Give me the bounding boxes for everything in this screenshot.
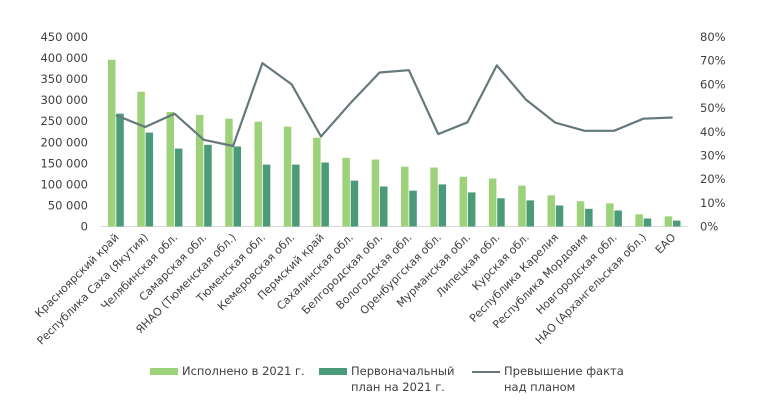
y-tick-label: 300 000: [40, 93, 88, 107]
bar: [145, 132, 154, 227]
bar: [430, 167, 438, 227]
bar: [606, 203, 614, 227]
left-y-axis: 0 50 000 100 000 150 000 200 000 250 000 300 0…: [40, 30, 88, 234]
y-tick-label: 350 000: [40, 72, 88, 86]
bar: [195, 114, 204, 227]
y2-tick-label: 20%: [700, 172, 726, 186]
y-tick-label: 400 000: [40, 51, 88, 65]
y-tick-label: 200 000: [40, 135, 88, 149]
bar: [108, 59, 116, 227]
bar: [664, 216, 673, 227]
legend-swatch-excess: [472, 371, 500, 373]
bar: [283, 126, 292, 227]
bar: [174, 148, 183, 227]
bar: [204, 144, 212, 227]
bar: [292, 164, 300, 227]
bar: [526, 200, 534, 227]
y2-tick-label: 80%: [700, 30, 726, 44]
bar: [321, 162, 329, 227]
legend-label-actual: Исполнено в 2021 г.: [182, 364, 305, 378]
y-tick-label: 150 000: [40, 156, 88, 170]
bar: [518, 185, 526, 227]
bar-series: [108, 59, 681, 227]
y-tick-label: 250 000: [40, 114, 88, 128]
x-tick-label: Республика Саха (Якутия): [34, 231, 150, 347]
bar: [254, 121, 262, 227]
bar: [497, 198, 505, 227]
bar: [673, 220, 681, 227]
bar: [233, 146, 241, 227]
bar: [555, 205, 564, 227]
y2-tick-label: 50%: [700, 101, 726, 115]
bar: [547, 195, 555, 227]
bar: [585, 208, 593, 227]
bar: [576, 201, 585, 227]
y-tick-label: 450 000: [40, 30, 88, 44]
legend-item-plan: Первоначальный план на 2021 г.: [319, 363, 454, 395]
legend-label-plan: Первоначальный план на 2021 г.: [351, 364, 455, 394]
bar: [438, 184, 447, 227]
legend-item-excess: Превышение факта над планом: [472, 363, 624, 395]
bar: [116, 113, 124, 227]
bar: [401, 166, 409, 227]
y2-tick-label: 70%: [700, 54, 726, 68]
bar: [409, 190, 417, 227]
y2-tick-label: 10%: [700, 196, 726, 210]
bar: [371, 159, 380, 227]
legend: Исполнено в 2021 г. Первоначальный план …: [150, 363, 650, 403]
bar: [635, 214, 643, 227]
y2-tick-label: 60%: [700, 77, 726, 91]
legend-label-excess: Превышение факта над планом: [504, 364, 624, 394]
bar: [262, 164, 271, 227]
bar: [137, 91, 145, 227]
bar: [467, 192, 476, 227]
bar: [342, 157, 350, 227]
bar: [643, 218, 652, 227]
legend-item-actual: Исполнено в 2021 г.: [150, 363, 305, 379]
bar: [488, 178, 497, 227]
line-series: [115, 61, 673, 148]
bar: [350, 180, 359, 227]
y-tick-label: 100 000: [40, 177, 88, 191]
y2-tick-label: 40%: [700, 125, 726, 139]
bar: [459, 176, 468, 227]
x-tick-label: ЕАО: [653, 231, 679, 257]
y2-tick-label: 30%: [700, 148, 726, 162]
bar: [380, 186, 388, 227]
legend-swatch-actual: [150, 368, 178, 375]
y-tick-label: 0: [81, 220, 88, 234]
bar: [614, 210, 622, 227]
y2-tick-label: 0%: [700, 220, 718, 234]
y-tick-label: 50 000: [48, 198, 88, 212]
plot-area: 0 50 000 100 000 150 000 200 000 250 000 300 0…: [32, 30, 726, 348]
legend-swatch-plan: [319, 368, 347, 375]
bar: [313, 137, 321, 227]
bar: [166, 111, 175, 227]
right-y-axis: 0% 10% 20% 30% 40% 50% 60% 70% 80%: [700, 30, 726, 234]
bar: [225, 118, 233, 227]
